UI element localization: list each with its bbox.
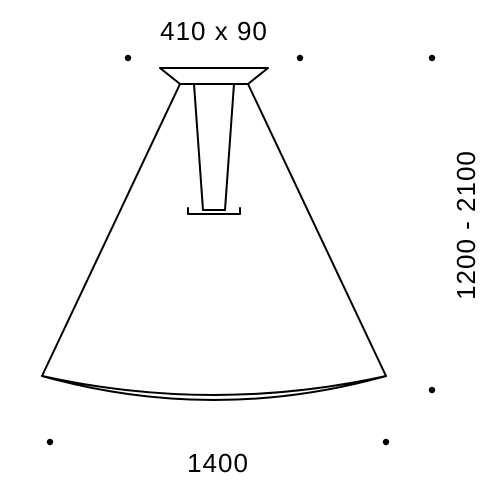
dimension-dot (429, 387, 435, 393)
dimension-label-top: 410 x 90 (160, 16, 268, 46)
dimension-dot (383, 439, 389, 445)
dimension-dot (429, 55, 435, 61)
pendant-lamp-dimensions-diagram: 410 x 90 1400 1200 - 2100 (0, 0, 500, 500)
dimension-dot (297, 55, 303, 61)
dimension-dot (47, 439, 53, 445)
dimension-label-right: 1200 - 2100 (451, 150, 481, 300)
dimension-dot (125, 55, 131, 61)
dimension-label-bottom: 1400 (187, 448, 249, 478)
